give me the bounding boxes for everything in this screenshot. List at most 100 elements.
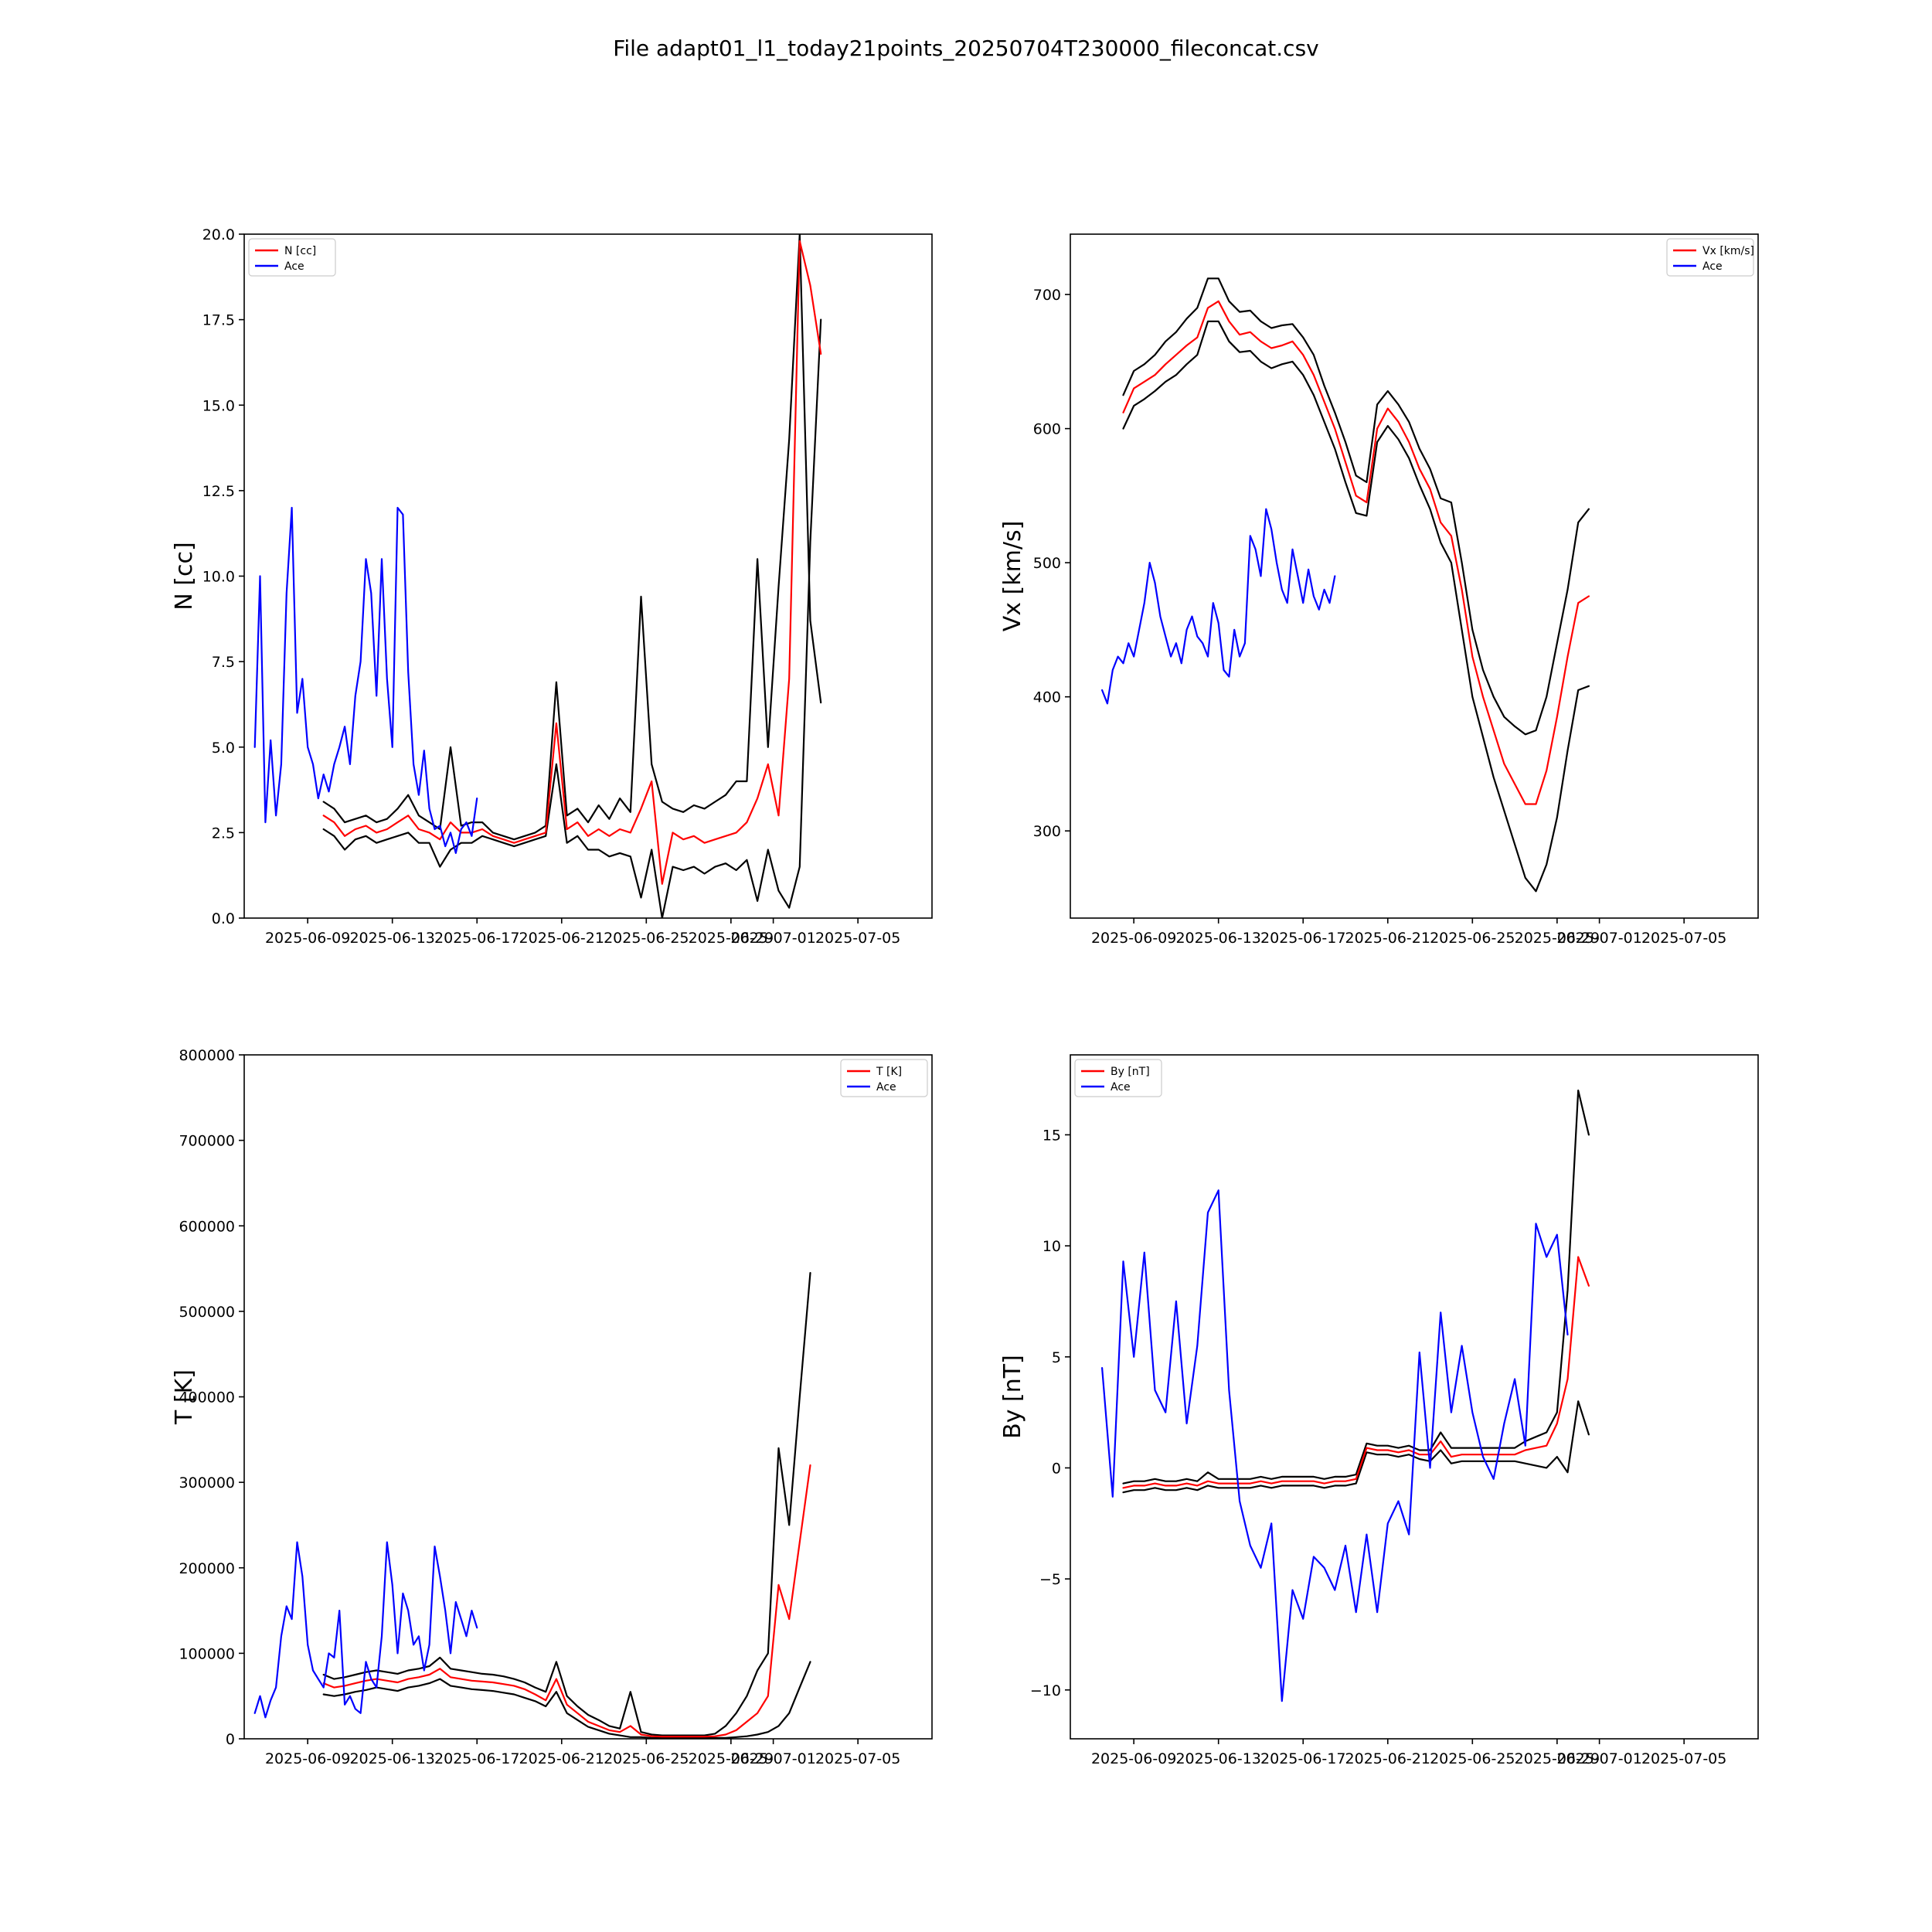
legend-label: Ace: [1702, 260, 1723, 273]
x-tick-label: 2025-06-09: [1091, 930, 1176, 947]
y-tick-label: 15: [1043, 1127, 1061, 1144]
y-axis-label: Vx [km/s]: [999, 521, 1026, 632]
series-line-bounds-lower: [1122, 1400, 1590, 1494]
legend-label: T [K]: [876, 1066, 902, 1078]
y-tick-label: 300000: [179, 1475, 235, 1492]
y-tick-label: 2.5: [212, 825, 235, 842]
legend-label: Ace: [284, 260, 304, 273]
legend-label: N [cc]: [284, 245, 316, 257]
panel-temperature: 0 100000 200000 300000 400000 500000 600000 700…: [171, 1047, 933, 1767]
legend-label: Ace: [876, 1081, 896, 1094]
x-tick-label: 2025-07-01: [1556, 930, 1641, 947]
legend: N [cc] Ace: [248, 238, 336, 277]
series-group: [253, 234, 822, 918]
x-tick-label: 2025-07-05: [1641, 930, 1726, 947]
y-tick-label: 7.5: [212, 654, 235, 671]
y-axis-label: T [K]: [171, 1369, 198, 1425]
x-tick-label: 2025-06-13: [1175, 1750, 1260, 1767]
series-line-ace-ace: [253, 1541, 478, 1719]
series-group: [1100, 1089, 1590, 1702]
y-tick-label: 100000: [179, 1645, 235, 1662]
y-tick-label: 800000: [179, 1047, 235, 1064]
x-tick-label: 2025-06-17: [1260, 930, 1345, 947]
series-line-prediction-t-k-: [322, 1464, 811, 1738]
x-tick-label: 2025-07-05: [1641, 1750, 1726, 1767]
y-tick-label: 0: [226, 1731, 235, 1748]
legend: Vx [km/s] Ace: [1666, 238, 1754, 277]
series-line-bounds-upper: [322, 234, 822, 841]
series-line-ace-ace: [1100, 1189, 1569, 1702]
x-tick-label: 2025-06-17: [434, 1750, 519, 1767]
series-line-ace-ace: [1100, 508, 1336, 705]
y-tick-label: 10.0: [202, 569, 235, 586]
x-tick-label: 2025-06-21: [519, 930, 604, 947]
y-tick-label: −5: [1039, 1571, 1061, 1588]
x-tick-label: 2025-06-25: [604, 930, 689, 947]
legend-label: By [nT]: [1111, 1066, 1150, 1078]
y-tick-label: 20.0: [202, 226, 235, 243]
series-group: [253, 1271, 811, 1739]
x-tick-label: 2025-06-29: [1515, 1750, 1600, 1767]
x-tick-label: 2025-06-29: [689, 1750, 774, 1767]
subplot-grid: 0.0 2.5 5.0 7.5 10.0 12.5 15.0 17.5 20.0 2025-06-…: [171, 226, 1759, 1767]
y-tick-label: 500: [1033, 555, 1061, 572]
x-tick-label: 2025-06-29: [1515, 930, 1600, 947]
y-tick-label: 500000: [179, 1304, 235, 1321]
series-group: [1100, 277, 1590, 893]
series-line-prediction-by-nt-: [1122, 1256, 1590, 1489]
x-tick-label: 2025-06-21: [519, 1750, 604, 1767]
y-tick-label: 400000: [179, 1389, 235, 1406]
x-tick-label: 2025-06-09: [1091, 1750, 1176, 1767]
x-tick-label: 2025-07-05: [815, 1750, 900, 1767]
y-tick-label: 15.0: [202, 397, 235, 414]
x-tick-label: 2025-06-29: [689, 930, 774, 947]
x-tick-label: 2025-07-01: [730, 1750, 815, 1767]
x-tick-label: 2025-06-17: [1260, 1750, 1345, 1767]
y-tick-label: 0: [1052, 1460, 1061, 1477]
y-tick-label: 200000: [179, 1560, 235, 1577]
series-line-bounds-upper: [1122, 1089, 1590, 1485]
y-tick-label: 700000: [179, 1133, 235, 1150]
x-tick-label: 2025-06-25: [604, 1750, 689, 1767]
series-line-bounds-upper: [1122, 277, 1590, 736]
y-tick-label: 10: [1043, 1238, 1061, 1255]
y-tick-label: 400: [1033, 689, 1061, 706]
x-tick-label: 2025-06-09: [265, 1750, 350, 1767]
x-tick-label: 2025-06-13: [349, 1750, 434, 1767]
legend: By [nT] Ace: [1074, 1059, 1162, 1097]
y-tick-label: 12.5: [202, 483, 235, 500]
x-tick-label: 2025-06-21: [1345, 930, 1430, 947]
y-tick-label: 0.0: [212, 910, 235, 927]
x-tick-label: 2025-06-13: [349, 930, 434, 947]
series-line-bounds-lower: [1122, 320, 1590, 893]
y-tick-label: 5.0: [212, 740, 235, 757]
x-tick-label: 2025-07-01: [1556, 1750, 1641, 1767]
series-line-prediction-vx-km-s-: [1122, 300, 1590, 805]
x-tick-label: 2025-06-09: [265, 930, 350, 947]
panel-density: 0.0 2.5 5.0 7.5 10.0 12.5 15.0 17.5 20.0 2025-06-…: [171, 226, 933, 947]
y-tick-label: 600: [1033, 421, 1061, 438]
legend-label: Ace: [1111, 1081, 1131, 1094]
panel-by: −10 −5 0 5 10 15 2025-06-09 2025-06-13 2025-06-1…: [999, 1054, 1759, 1767]
x-tick-label: 2025-07-01: [730, 930, 815, 947]
y-tick-label: 700: [1033, 287, 1061, 304]
series-line-bounds-lower: [322, 1661, 811, 1739]
y-tick-label: 17.5: [202, 312, 235, 329]
axes-frame: [1070, 233, 1759, 919]
y-axis-label: By [nT]: [999, 1355, 1026, 1439]
y-tick-label: 5: [1052, 1349, 1061, 1366]
x-tick-label: 2025-06-21: [1345, 1750, 1430, 1767]
y-tick-label: −10: [1030, 1682, 1061, 1699]
series-line-bounds-upper: [322, 1271, 811, 1736]
y-axis-label: N [cc]: [171, 542, 198, 610]
legend-label: Vx [km/s]: [1702, 245, 1754, 257]
series-line-prediction-n-cc-: [322, 240, 822, 885]
figure-title: File adapt01_l1_today21points_20250704T2…: [613, 36, 1318, 61]
series-line-ace-ace: [253, 506, 478, 855]
x-tick-label: 2025-06-13: [1175, 930, 1260, 947]
y-tick-label: 300: [1033, 823, 1061, 840]
x-tick-label: 2025-06-17: [434, 930, 519, 947]
